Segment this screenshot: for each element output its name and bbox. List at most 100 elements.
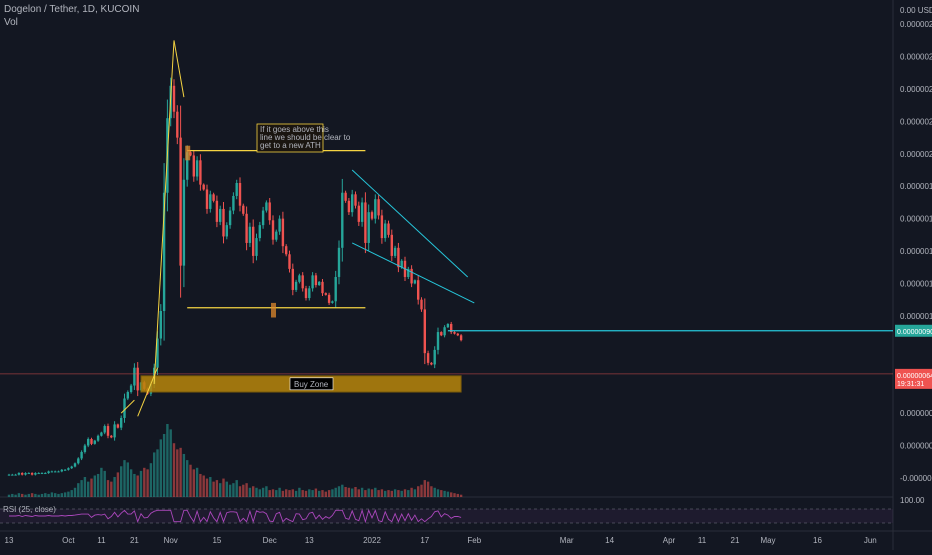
volume-bar [63,492,67,497]
volume-bar [324,491,327,497]
volume-bar [261,487,265,497]
candle [453,332,456,334]
volume-bar [225,481,228,497]
ath-note-line-2: get to a new ATH [260,141,321,150]
candle [327,294,331,303]
candle [354,194,357,206]
x-tick-label-0: 13 [5,536,14,545]
candle [7,474,11,476]
volume-bar [182,453,186,497]
candle [393,247,397,256]
volume-bar [390,490,393,497]
candle [377,199,380,216]
candle [271,220,275,240]
volume-bar [205,478,209,497]
price-tag-lower [895,368,932,389]
candle [110,435,113,438]
candle [407,268,410,277]
volume-bar [189,464,192,497]
volume-bar [166,424,169,497]
volume-bar [367,488,370,497]
candle [400,260,403,268]
volume-bar [347,487,351,497]
y-tick-label-5: 0.000001800 [900,182,932,191]
volume-bar [60,493,63,497]
volume-bar [44,493,47,497]
volume-bar [291,489,294,497]
candle [238,182,242,206]
candle [172,85,176,112]
candle [67,468,70,470]
volume-bar [397,490,400,497]
candle [364,202,367,243]
volume-bar [321,490,324,497]
x-tick-label-14: 11 [698,536,707,545]
volume-bar [311,490,314,497]
volume-bar [384,490,387,497]
volume-bar [288,490,291,497]
volume-bar [176,449,179,497]
candle [129,385,133,393]
volume-bar [334,487,337,497]
volume-bar [238,486,242,497]
candle [275,231,278,240]
candle [80,451,83,459]
volume-bar [90,478,93,497]
volume-bar [370,489,374,497]
price-tag-upper [895,324,932,337]
volume-bar [281,490,285,497]
volume-bar [50,492,54,497]
candle [291,268,294,290]
candle [195,160,199,177]
pump-trendline [173,40,185,98]
candle [311,275,314,289]
volume-bar [30,493,34,497]
volume-bar [47,493,50,497]
volume-bar [341,484,344,497]
volume-bar [232,483,235,497]
candle [351,194,354,213]
candle [285,246,288,255]
candle [380,215,384,239]
volume-bar [123,460,126,497]
chart-title: Dogelon / Tether, 1D, KUCOIN [4,4,140,15]
volume-bar [374,487,377,497]
volume-bar [440,490,443,497]
volume-bar [162,433,166,497]
volume-bar [17,493,21,497]
volume-bar [255,487,258,497]
x-tick-label-16: May [760,536,775,545]
y-tick-label-12: 0.000000200 [900,441,932,450]
volume-bar [73,487,77,497]
candle [21,473,24,475]
candle [133,367,136,386]
volume-bar [83,477,87,497]
volume-bar [327,490,331,497]
x-tick-label-4: Nov [164,536,178,545]
volume-bar [116,472,120,497]
volume-bar [169,429,172,497]
volume-bar [301,490,304,497]
volume-bar [380,489,384,497]
candle [225,225,228,237]
pump-trendline [120,399,135,414]
volume-bar [304,490,308,497]
candle [301,275,304,289]
candle [212,194,215,201]
candle [93,440,96,444]
volume-bar [146,469,149,497]
volume-bar [400,490,403,497]
volume-bar [70,490,73,497]
volume-bar [453,493,456,497]
y-tick-label-7: 0.000001400 [900,247,932,256]
volume-bar [268,490,271,497]
candle [182,179,186,266]
x-tick-label-18: Jun [864,536,877,545]
volume-bar [159,439,162,497]
candle [30,473,34,475]
volume-bar [129,469,133,497]
wedge-upper-line [351,169,469,278]
rsi-top-label: 100.00 [900,496,925,505]
